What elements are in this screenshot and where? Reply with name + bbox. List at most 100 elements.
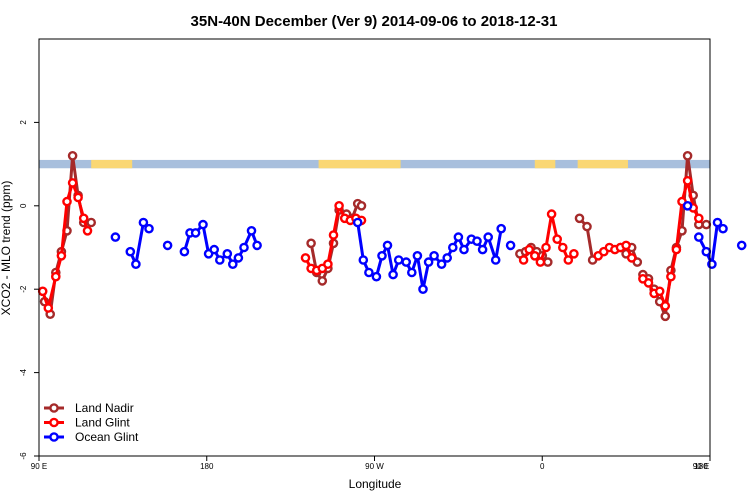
data-point-land-nadir	[317, 276, 328, 286]
data-point-ocean-glint	[453, 232, 464, 242]
data-point-land-nadir	[356, 200, 367, 211]
data-point-ocean-glint	[252, 240, 262, 251]
land-band-segment	[318, 159, 401, 169]
data-point-land-glint	[671, 244, 682, 255]
data-point-ocean-glint	[490, 255, 501, 265]
y-tick-label: -2	[19, 285, 28, 293]
legend-label-land-glint: Land Glint	[75, 416, 130, 430]
data-point-ocean-glint	[364, 267, 374, 278]
data-point-ocean-glint	[233, 253, 244, 263]
data-point-ocean-glint	[138, 217, 149, 228]
data-point-ocean-glint	[393, 255, 404, 265]
data-point-ocean-glint	[459, 244, 469, 255]
y-tick-label: -6	[19, 452, 28, 460]
data-point-land-glint	[569, 248, 579, 259]
data-point-land-glint	[530, 250, 540, 261]
data-point-land-glint	[546, 209, 557, 219]
legend-marker-land-nadir	[49, 403, 59, 413]
x-tick-label: 180	[200, 462, 214, 471]
data-point-ocean-glint	[227, 259, 238, 270]
land-band-segment	[534, 159, 556, 169]
data-point-land-nadir	[682, 150, 693, 161]
data-point-land-glint	[56, 250, 67, 261]
data-point-ocean-glint	[429, 250, 439, 261]
y-tick-label: -4	[19, 368, 28, 376]
data-point-land-glint	[51, 271, 61, 282]
data-point-ocean-glint	[162, 240, 173, 251]
data-point-land-nadir	[86, 217, 96, 228]
data-point-ocean-glint	[110, 232, 121, 242]
data-point-ocean-glint	[682, 200, 693, 211]
land-band-segment	[577, 159, 628, 169]
data-point-land-nadir	[306, 238, 316, 249]
data-point-land-glint	[541, 242, 551, 253]
data-point-ocean-glint	[209, 244, 219, 255]
x-axis-label: Longitude	[349, 477, 402, 491]
legend-label-land-nadir: Land Nadir	[75, 401, 134, 415]
data-point-ocean-glint	[712, 217, 723, 228]
data-point-ocean-glint	[472, 236, 482, 246]
x-tick-label: 90 E	[31, 462, 47, 471]
data-point-ocean-glint	[214, 255, 225, 265]
data-point-ocean-glint	[505, 240, 516, 251]
data-point-land-glint	[518, 255, 529, 265]
x-tick-label: 90 W	[365, 462, 384, 471]
data-point-ocean-glint	[358, 255, 369, 265]
data-point-ocean-glint	[388, 269, 398, 280]
data-point-land-nadir	[660, 311, 671, 322]
data-point-ocean-glint	[406, 267, 417, 278]
data-point-land-glint	[524, 244, 535, 255]
x-tick-label: 180	[694, 462, 708, 471]
data-point-land-glint	[643, 278, 654, 288]
series-layer	[37, 150, 747, 322]
data-point-ocean-glint	[352, 217, 363, 228]
data-point-ocean-glint	[131, 259, 141, 270]
data-point-land-glint	[694, 213, 704, 224]
data-point-ocean-glint	[190, 228, 201, 238]
data-point-land-glint	[300, 253, 311, 263]
data-point-land-glint	[552, 234, 563, 244]
data-point-land-glint	[328, 230, 339, 240]
data-point-ocean-glint	[412, 250, 423, 261]
data-point-land-glint	[660, 301, 671, 311]
chart-title: 35N-40N December (Ver 9) 2014-09-06 to 2…	[191, 13, 558, 30]
data-point-land-glint	[682, 175, 693, 186]
legend-marker-ocean-glint	[49, 432, 59, 442]
data-point-land-glint	[621, 240, 631, 251]
data-point-land-glint	[82, 225, 93, 236]
land-band-segment	[91, 159, 133, 169]
data-point-ocean-glint	[377, 250, 387, 261]
data-point-land-nadir	[67, 150, 78, 161]
data-point-land-glint	[666, 271, 676, 282]
data-point-ocean-glint	[371, 271, 382, 282]
legend-marker-land-glint	[49, 417, 59, 428]
data-point-land-glint	[563, 255, 574, 265]
legend-label-ocean-glint: Ocean Glint	[75, 430, 139, 444]
y-tick-label: 2	[19, 120, 28, 125]
data-point-ocean-glint	[382, 240, 393, 251]
data-point-ocean-glint	[442, 253, 453, 263]
data-point-land-nadir	[543, 257, 553, 267]
data-point-land-nadir	[574, 213, 585, 224]
data-point-land-glint	[73, 192, 83, 203]
data-point-ocean-glint	[701, 246, 712, 257]
y-axis: -6 -4 -2 0 2	[19, 120, 39, 460]
data-point-ocean-glint	[707, 259, 717, 270]
data-point-ocean-glint	[483, 232, 494, 242]
data-point-land-glint	[654, 286, 665, 297]
series-ocean-glint	[110, 200, 747, 295]
data-point-ocean-glint	[496, 223, 507, 234]
land-ocean-band	[39, 159, 710, 169]
data-point-land-glint	[626, 253, 637, 263]
data-point-land-glint	[43, 303, 54, 313]
data-point-ocean-glint	[477, 244, 488, 255]
data-point-ocean-glint	[239, 242, 249, 253]
data-point-land-nadir	[701, 219, 712, 230]
data-point-land-glint	[558, 242, 568, 253]
data-point-land-glint	[535, 257, 546, 267]
series-line-land-glint	[642, 179, 701, 308]
data-point-ocean-glint	[179, 246, 190, 257]
